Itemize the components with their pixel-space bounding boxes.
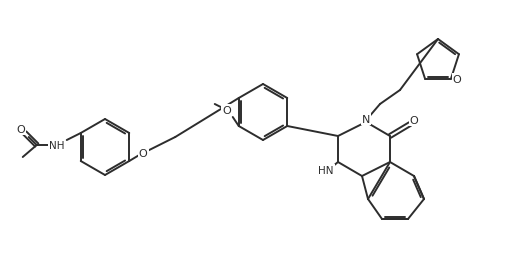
Text: N: N bbox=[362, 115, 370, 124]
Text: O: O bbox=[139, 148, 148, 158]
Text: O: O bbox=[223, 106, 231, 116]
Text: O: O bbox=[16, 124, 25, 134]
Text: HN: HN bbox=[318, 165, 334, 175]
Text: O: O bbox=[410, 116, 419, 125]
Text: NH: NH bbox=[49, 140, 64, 150]
Text: O: O bbox=[452, 74, 461, 85]
